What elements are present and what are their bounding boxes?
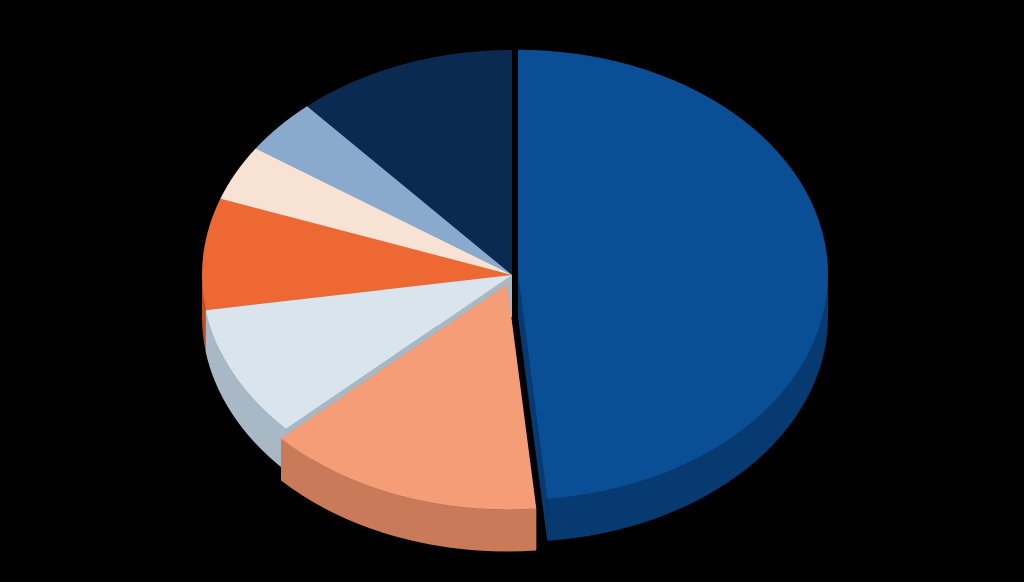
pie-chart-svg	[0, 0, 1024, 582]
pie-chart	[0, 0, 1024, 582]
